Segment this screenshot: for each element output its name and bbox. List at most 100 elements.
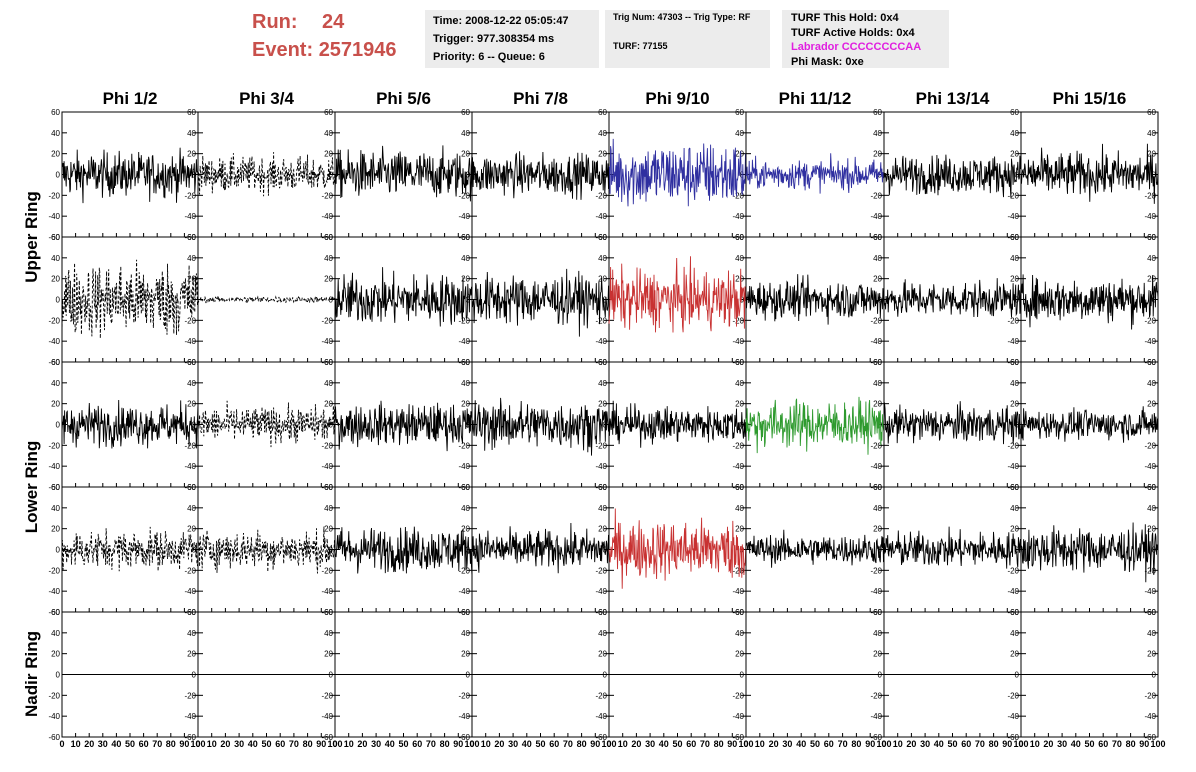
y-tick-label: 0 [1152, 171, 1157, 180]
y-tick-label: 20 [51, 275, 60, 284]
waveform-trace [334, 267, 473, 327]
y-tick-label: 40 [324, 379, 333, 388]
y-tick-label: -60 [321, 733, 333, 742]
y-tick-label: -40 [870, 712, 882, 721]
y-tick-label: -20 [321, 691, 333, 700]
y-tick-label: -40 [48, 212, 60, 221]
x-tick-label: 90 [1139, 739, 1149, 749]
x-tick-label: 100 [738, 739, 753, 749]
y-tick-label: 40 [873, 254, 882, 263]
y-tick-label: 60 [598, 108, 607, 117]
y-tick-label: -40 [1144, 712, 1156, 721]
y-tick-label: -20 [48, 566, 60, 575]
column-title: Phi 1/2 [103, 89, 158, 108]
x-tick-label: 30 [1057, 739, 1067, 749]
y-tick-label: -20 [595, 691, 607, 700]
x-tick-label: 40 [248, 739, 258, 749]
y-tick-label: -20 [732, 566, 744, 575]
x-tick-label: 90 [179, 739, 189, 749]
y-tick-label: -40 [1007, 337, 1019, 346]
y-tick-label: 20 [1147, 275, 1156, 284]
x-tick-label: 50 [1084, 739, 1094, 749]
y-tick-label: 40 [873, 379, 882, 388]
column-title: Phi 5/6 [376, 89, 431, 108]
y-tick-label: -20 [1007, 441, 1019, 450]
y-tick-label: -40 [321, 337, 333, 346]
y-tick-label: -40 [1144, 212, 1156, 221]
x-tick-label: 70 [838, 739, 848, 749]
x-tick-label: 10 [755, 739, 765, 749]
y-tick-label: 20 [324, 150, 333, 159]
y-tick-label: 0 [740, 296, 745, 305]
y-tick-label: 0 [1015, 171, 1020, 180]
y-tick-label: -40 [458, 462, 470, 471]
y-tick-label: -20 [732, 691, 744, 700]
y-tick-label: -40 [870, 587, 882, 596]
y-tick-label: -20 [48, 316, 60, 325]
y-tick-label: 0 [1152, 546, 1157, 555]
run-value: 24 [322, 11, 345, 33]
x-tick-label: 70 [289, 739, 299, 749]
y-tick-label: 0 [56, 171, 61, 180]
y-tick-label: 40 [187, 254, 196, 263]
x-tick-label: 60 [1098, 739, 1108, 749]
y-tick-label: 0 [1015, 671, 1020, 680]
x-tick-label: 60 [549, 739, 559, 749]
y-tick-label: 60 [1010, 108, 1019, 117]
y-tick-label: 40 [1147, 504, 1156, 513]
y-tick-label: 0 [56, 421, 61, 430]
y-tick-label: -20 [1007, 691, 1019, 700]
y-tick-label: 0 [466, 671, 471, 680]
y-tick-label: 60 [1010, 233, 1019, 242]
y-tick-label: 40 [1147, 254, 1156, 263]
waveform-trace [745, 153, 885, 194]
y-tick-label: -20 [48, 441, 60, 450]
x-tick-label: 60 [824, 739, 834, 749]
y-tick-label: 60 [51, 608, 60, 617]
y-tick-label: 40 [873, 504, 882, 513]
y-tick-label: 20 [461, 400, 470, 409]
y-tick-label: -40 [48, 587, 60, 596]
y-tick-label: 20 [187, 275, 196, 284]
y-tick-label: 0 [1152, 671, 1157, 680]
y-tick-label: 60 [1010, 358, 1019, 367]
y-tick-label: 60 [735, 108, 744, 117]
column-title: Phi 9/10 [645, 89, 709, 108]
y-tick-label: 40 [1147, 129, 1156, 138]
y-tick-label: 40 [735, 129, 744, 138]
y-tick-label: -20 [1007, 191, 1019, 200]
x-tick-label: 20 [631, 739, 641, 749]
y-tick-label: 0 [192, 671, 197, 680]
y-tick-label: 40 [735, 254, 744, 263]
column-title: Phi 11/12 [779, 89, 852, 108]
y-tick-label: 60 [324, 108, 333, 117]
y-tick-label: -20 [184, 191, 196, 200]
y-tick-label: -40 [321, 462, 333, 471]
y-tick-label: 20 [735, 400, 744, 409]
y-tick-label: 60 [461, 108, 470, 117]
y-tick-label: 20 [873, 150, 882, 159]
y-tick-label: 20 [1010, 525, 1019, 534]
y-tick-label: 60 [187, 358, 196, 367]
waveform-trace [197, 295, 336, 304]
y-tick-label: 40 [324, 254, 333, 263]
y-tick-label: -20 [458, 691, 470, 700]
x-tick-label: 20 [1043, 739, 1053, 749]
x-tick-label: 100 [1013, 739, 1028, 749]
y-tick-label: 20 [598, 275, 607, 284]
x-tick-label: 100 [327, 739, 342, 749]
y-tick-label: 60 [1147, 233, 1156, 242]
x-tick-label: 30 [645, 739, 655, 749]
y-tick-label: -20 [1007, 566, 1019, 575]
